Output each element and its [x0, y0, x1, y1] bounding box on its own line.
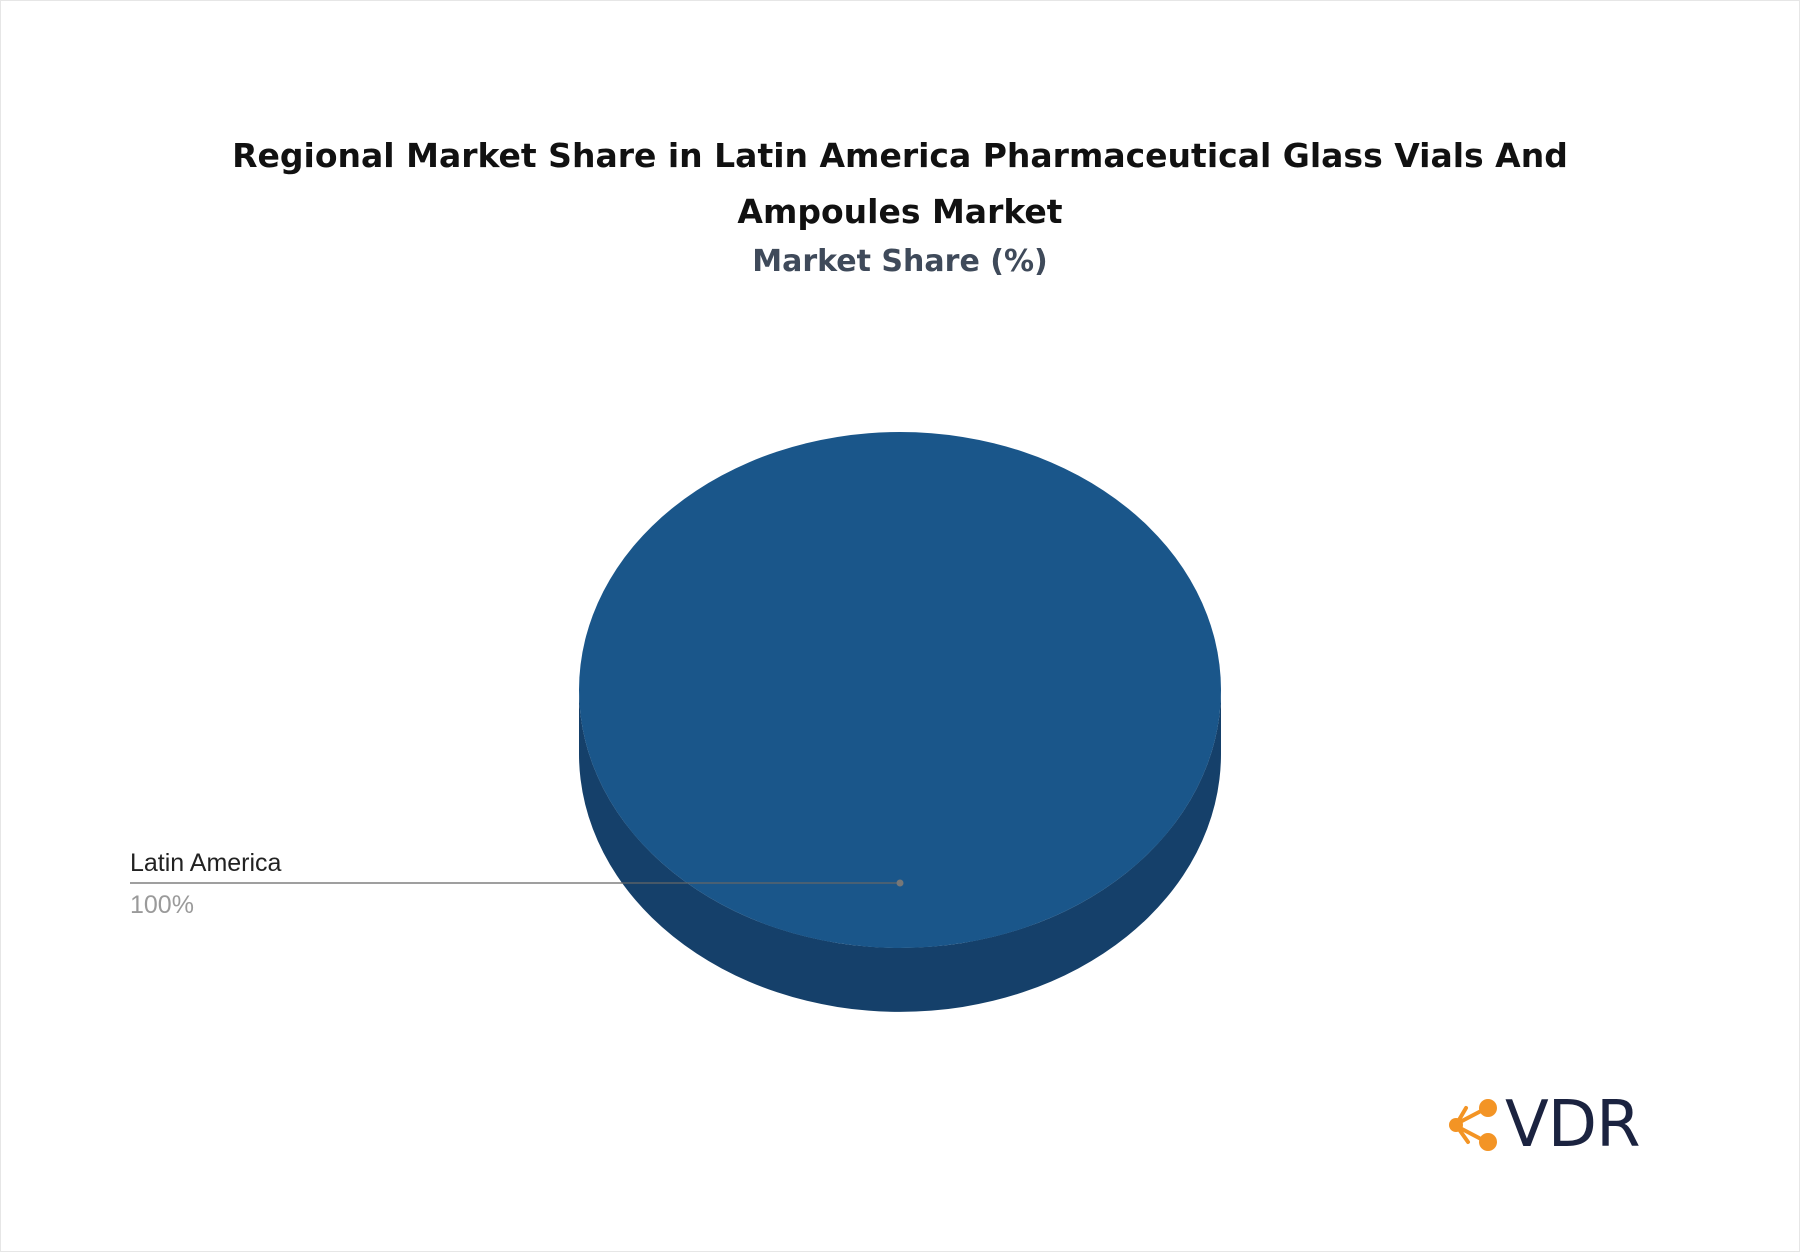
chart-subtitle: Market Share (%) [752, 244, 1048, 279]
pie-layer [579, 432, 1221, 1012]
share-nodes-icon [1449, 1099, 1497, 1151]
brand-logo-text: VDR [1505, 1088, 1641, 1162]
slice-value-label: 100% [130, 891, 194, 919]
pie-slice [579, 432, 1221, 948]
leader-dot [896, 879, 904, 887]
label-layer: Latin America 100% [130, 849, 904, 919]
pie-slice-side [579, 690, 1221, 1012]
slice-label: Latin America [130, 849, 282, 877]
chart-title: Regional Market Share in Latin America P… [232, 136, 1568, 231]
